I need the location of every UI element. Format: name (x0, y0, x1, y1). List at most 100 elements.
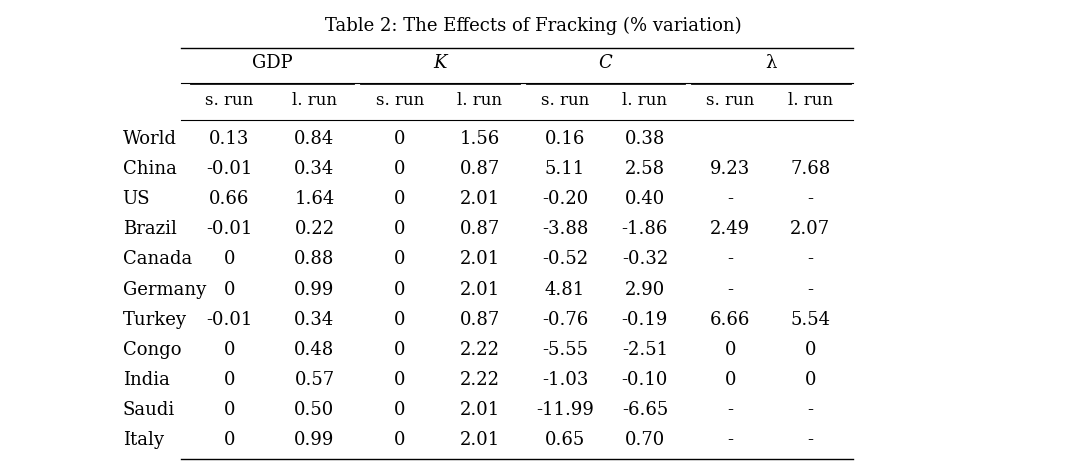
Text: l. run: l. run (292, 92, 337, 109)
Text: 0.87: 0.87 (459, 220, 500, 238)
Text: -: - (727, 401, 733, 419)
Text: 0: 0 (394, 130, 405, 148)
Text: 0.66: 0.66 (209, 190, 249, 208)
Text: 0: 0 (224, 371, 235, 389)
Text: 2.01: 2.01 (459, 281, 500, 298)
Text: 0.34: 0.34 (294, 311, 335, 329)
Text: 5.54: 5.54 (790, 311, 830, 329)
Text: 2.49: 2.49 (710, 220, 750, 238)
Text: 2.01: 2.01 (459, 190, 500, 208)
Text: -0.76: -0.76 (542, 311, 588, 329)
Text: 0.65: 0.65 (545, 431, 585, 449)
Text: 0.38: 0.38 (625, 130, 665, 148)
Text: 0.34: 0.34 (294, 160, 335, 178)
Text: -5.55: -5.55 (542, 341, 588, 359)
Text: 0.88: 0.88 (294, 250, 335, 268)
Text: -: - (727, 281, 733, 298)
Text: 0.70: 0.70 (625, 431, 665, 449)
Text: 0: 0 (394, 341, 405, 359)
Text: -0.01: -0.01 (206, 160, 253, 178)
Text: -0.19: -0.19 (621, 311, 668, 329)
Text: 0: 0 (725, 341, 736, 359)
Text: -0.01: -0.01 (206, 220, 253, 238)
Text: -: - (807, 281, 813, 298)
Text: 0.16: 0.16 (545, 130, 585, 148)
Text: -0.32: -0.32 (621, 250, 668, 268)
Text: -0.10: -0.10 (621, 371, 668, 389)
Text: 4.81: 4.81 (545, 281, 585, 298)
Text: 0: 0 (224, 250, 235, 268)
Text: λ: λ (765, 54, 776, 72)
Text: 0: 0 (394, 371, 405, 389)
Text: World: World (123, 130, 177, 148)
Text: s. run: s. run (706, 92, 755, 109)
Text: -: - (727, 190, 733, 208)
Text: 0: 0 (224, 431, 235, 449)
Text: -: - (807, 431, 813, 449)
Text: 2.01: 2.01 (459, 431, 500, 449)
Text: 0: 0 (394, 190, 405, 208)
Text: K: K (434, 54, 447, 72)
Text: 0: 0 (805, 371, 815, 389)
Text: 2.22: 2.22 (459, 371, 500, 389)
Text: l. run: l. run (788, 92, 833, 109)
Text: 2.90: 2.90 (625, 281, 665, 298)
Text: 5.11: 5.11 (545, 160, 585, 178)
Text: -: - (807, 401, 813, 419)
Text: 0.57: 0.57 (294, 371, 335, 389)
Text: 0: 0 (394, 311, 405, 329)
Text: -0.20: -0.20 (542, 190, 588, 208)
Text: 0: 0 (805, 341, 815, 359)
Text: 0.50: 0.50 (294, 401, 335, 419)
Text: 9.23: 9.23 (710, 160, 750, 178)
Text: 0.87: 0.87 (459, 311, 500, 329)
Text: Germany: Germany (123, 281, 206, 298)
Text: s. run: s. run (375, 92, 424, 109)
Text: -11.99: -11.99 (536, 401, 594, 419)
Text: Table 2: The Eﬀects of Fracking (% variation): Table 2: The Eﬀects of Fracking (% varia… (325, 17, 741, 35)
Text: -: - (727, 431, 733, 449)
Text: China: China (123, 160, 177, 178)
Text: Canada: Canada (123, 250, 192, 268)
Text: Brazil: Brazil (123, 220, 177, 238)
Text: 2.07: 2.07 (790, 220, 830, 238)
Text: -: - (807, 190, 813, 208)
Text: Turkey: Turkey (123, 311, 187, 329)
Text: 0: 0 (394, 250, 405, 268)
Text: -3.88: -3.88 (542, 220, 588, 238)
Text: 6.66: 6.66 (710, 311, 750, 329)
Text: 0: 0 (394, 401, 405, 419)
Text: 0: 0 (725, 371, 736, 389)
Text: 2.22: 2.22 (459, 341, 500, 359)
Text: GDP: GDP (252, 54, 292, 72)
Text: -: - (727, 250, 733, 268)
Text: 0: 0 (224, 401, 235, 419)
Text: l. run: l. run (457, 92, 502, 109)
Text: 0.99: 0.99 (294, 431, 335, 449)
Text: 0.99: 0.99 (294, 281, 335, 298)
Text: -: - (807, 250, 813, 268)
Text: -1.03: -1.03 (542, 371, 588, 389)
Text: 0.48: 0.48 (294, 341, 335, 359)
Text: 0: 0 (394, 160, 405, 178)
Text: s. run: s. run (205, 92, 254, 109)
Text: Italy: Italy (123, 431, 163, 449)
Text: -0.01: -0.01 (206, 311, 253, 329)
Text: s. run: s. run (540, 92, 589, 109)
Text: -0.52: -0.52 (542, 250, 588, 268)
Text: 1.56: 1.56 (459, 130, 500, 148)
Text: India: India (123, 371, 169, 389)
Text: Congo: Congo (123, 341, 181, 359)
Text: 2.58: 2.58 (625, 160, 665, 178)
Text: 0: 0 (224, 341, 235, 359)
Text: 1.64: 1.64 (294, 190, 335, 208)
Text: 0: 0 (394, 431, 405, 449)
Text: Saudi: Saudi (123, 401, 175, 419)
Text: 0.13: 0.13 (209, 130, 249, 148)
Text: 7.68: 7.68 (790, 160, 830, 178)
Text: 0.40: 0.40 (625, 190, 665, 208)
Text: 0.84: 0.84 (294, 130, 335, 148)
Text: -6.65: -6.65 (621, 401, 668, 419)
Text: 0.87: 0.87 (459, 160, 500, 178)
Text: l. run: l. run (623, 92, 667, 109)
